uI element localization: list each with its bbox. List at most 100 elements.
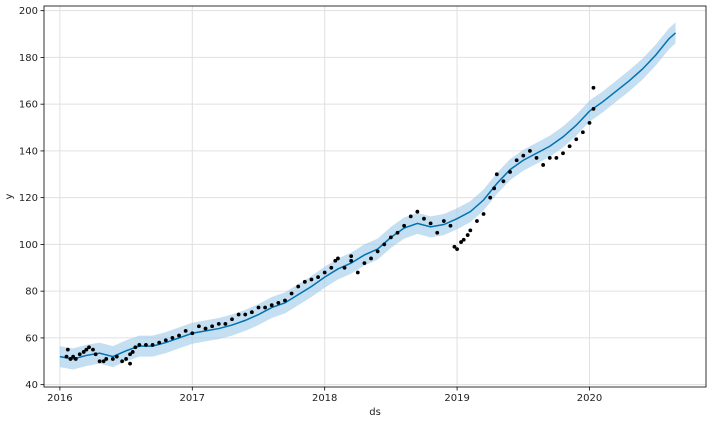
observed-point <box>349 254 354 259</box>
observed-point <box>170 336 175 340</box>
observed-point <box>64 354 69 359</box>
observed-point <box>547 156 552 160</box>
observed-point <box>428 221 433 226</box>
y-axis-ticks: 40 60 80 100 120 140 160 180 200 <box>19 6 44 391</box>
plot-frame <box>43 5 707 388</box>
observed-point <box>465 233 470 237</box>
observed-point <box>163 338 168 343</box>
observed-point <box>329 265 334 270</box>
observed-point <box>362 261 367 266</box>
observed-point <box>128 352 132 357</box>
observed-point <box>336 256 340 261</box>
observed-point <box>197 324 201 329</box>
observed-point <box>133 345 138 350</box>
y-tick-label: 180 <box>19 53 38 64</box>
observed-point <box>68 357 73 361</box>
observed-point <box>521 153 526 158</box>
observed-point <box>369 256 373 261</box>
grid-lines <box>44 6 706 387</box>
y-tick-label: 40 <box>25 380 38 391</box>
observed-point <box>561 151 565 156</box>
observed-point <box>514 158 519 163</box>
observed-point <box>77 352 82 357</box>
observed-point <box>243 312 248 317</box>
observed-point <box>269 303 274 308</box>
observed-point <box>355 270 360 275</box>
observed-point <box>97 359 102 364</box>
x-tick-label: 2016 <box>47 393 72 404</box>
observed-point <box>508 170 512 174</box>
observed-point <box>452 244 457 249</box>
observed-point <box>534 156 539 160</box>
observed-point <box>81 350 86 354</box>
observed-point <box>276 300 281 305</box>
observed-point <box>71 354 76 359</box>
observed-point <box>322 270 327 275</box>
x-tick-label: 2020 <box>577 393 602 404</box>
observed-point <box>455 247 459 251</box>
observed-point <box>128 361 132 366</box>
y-tick-label: 120 <box>19 193 38 204</box>
x-tick-label: 2017 <box>180 393 205 404</box>
observed-point <box>114 354 119 359</box>
x-tick-label: 2018 <box>312 393 337 404</box>
uncertainty-band-layer <box>59 22 676 370</box>
observed-point <box>541 163 546 167</box>
observed-point <box>422 216 426 221</box>
observed-point <box>580 130 585 135</box>
x-axis-label: ds <box>369 407 381 418</box>
observed-point <box>223 321 228 326</box>
observed-point <box>190 331 195 336</box>
observed-point <box>157 340 162 345</box>
y-tick-label: 200 <box>19 6 38 17</box>
observed-point <box>210 324 215 329</box>
axes-frame <box>43 5 707 388</box>
observed-point <box>408 214 413 219</box>
observed-point <box>73 357 78 361</box>
observed-point <box>230 317 234 322</box>
observed-point <box>461 237 466 242</box>
y-tick-label: 160 <box>19 100 38 111</box>
observed-point <box>448 223 453 228</box>
observed-point <box>91 347 95 352</box>
observed-point <box>203 326 208 331</box>
observed-point <box>591 85 596 90</box>
observed-point <box>435 230 440 235</box>
observed-point <box>93 352 98 357</box>
forecast-line <box>59 32 677 360</box>
observed-point <box>333 258 338 263</box>
observed-point <box>554 156 559 160</box>
observed-point <box>488 195 493 200</box>
observed-point <box>150 343 155 347</box>
observed-point <box>395 230 400 235</box>
y-tick-label: 60 <box>25 333 38 344</box>
x-tick-label: 2019 <box>444 393 469 404</box>
observed-point <box>388 235 393 240</box>
observed-point <box>137 343 142 347</box>
observed-point <box>289 291 294 296</box>
observed-point <box>459 240 463 244</box>
observed-point <box>110 357 115 361</box>
observed-point <box>481 212 486 216</box>
observed-point <box>441 219 446 223</box>
y-tick-label: 140 <box>19 146 38 157</box>
observed-point <box>494 172 499 177</box>
observed-point <box>101 359 106 364</box>
observed-point <box>87 345 91 350</box>
observed-point <box>468 228 473 233</box>
x-axis-ticks: 2016 2017 2018 2019 2020 <box>47 387 602 404</box>
observed-point <box>302 279 307 284</box>
observed-point <box>65 347 70 352</box>
observed-point <box>84 347 89 352</box>
observed-point <box>263 305 268 310</box>
observed-point <box>249 310 254 315</box>
observed-point <box>342 265 347 270</box>
forecast-line-layer <box>59 32 677 360</box>
y-tick-label: 100 <box>19 240 38 251</box>
observed-point <box>567 144 572 149</box>
observed-point <box>309 277 314 282</box>
observed-point <box>283 298 287 303</box>
observed-points-layer <box>64 85 596 366</box>
observed-point <box>528 149 532 153</box>
